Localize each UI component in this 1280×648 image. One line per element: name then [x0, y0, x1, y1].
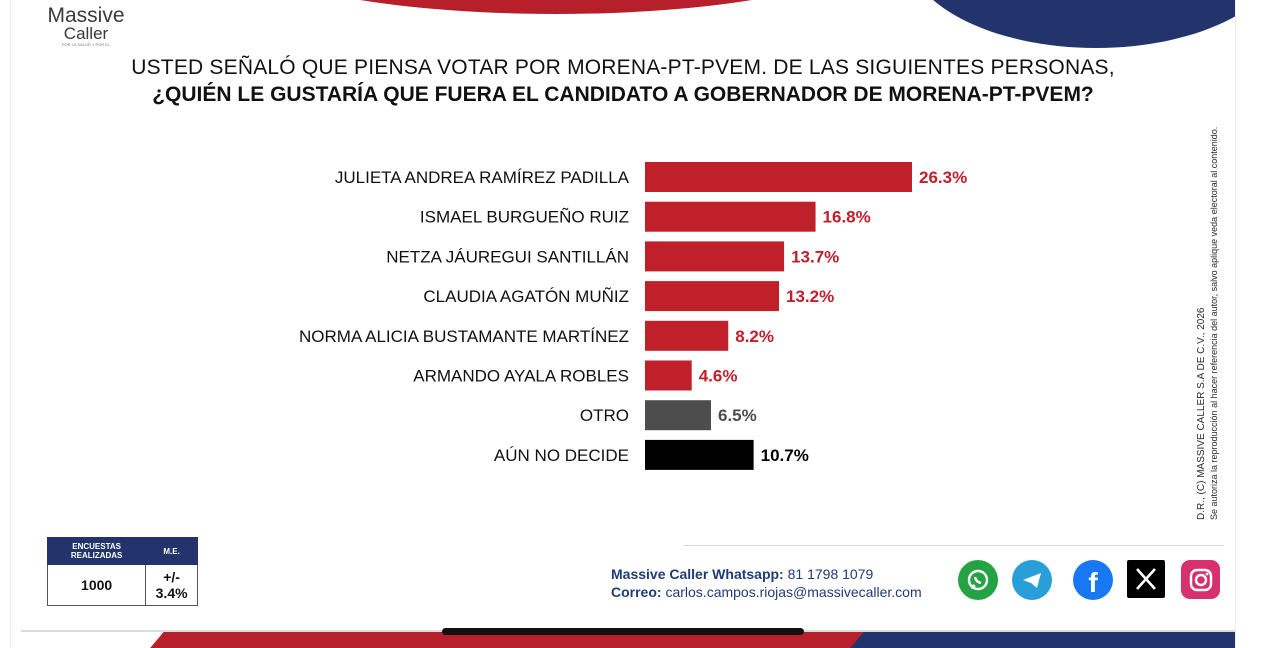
- facebook-icon[interactable]: f: [1073, 560, 1113, 600]
- copyright-note: D.R., (C) MASSIVE CALLER S.A DE C.V., 20…: [1196, 60, 1220, 520]
- bar: [645, 360, 692, 391]
- category-label: CLAUDIA AGATÓN MUÑIZ: [423, 287, 629, 306]
- whatsapp-line: Massive Caller Whatsapp: 81 1798 1079: [611, 565, 922, 583]
- email-label: Correo:: [611, 584, 662, 600]
- stats-header-surveys: ENCUESTAS REALIZADAS: [46, 537, 147, 565]
- category-label: NORMA ALICIA BUSTAMANTE MARTÍNEZ: [299, 327, 629, 346]
- stats-surveys-value: 1000: [46, 564, 147, 606]
- category-label: NETZA JÁUREGUI SANTILLÁN: [386, 247, 629, 266]
- email-line: Correo: carlos.campos.riojas@massivecall…: [611, 583, 922, 601]
- bar: [645, 400, 711, 431]
- whatsapp-icon[interactable]: [958, 560, 998, 600]
- bar: [645, 281, 780, 312]
- telegram-icon[interactable]: [1012, 560, 1052, 600]
- scroll-indicator[interactable]: [442, 628, 804, 635]
- whatsapp-number[interactable]: 81 1798 1079: [787, 566, 874, 582]
- chart-title-line1: USTED SEÑALÓ QUE PIENSA VOTAR POR MORENA…: [131, 56, 1115, 79]
- copyright-line1: D.R., (C) MASSIVE CALLER S.A DE C.V., 20…: [1196, 307, 1207, 521]
- bar: [645, 162, 912, 192]
- logo-line1: Massive: [47, 4, 125, 27]
- page-frame: [10, 0, 1236, 648]
- contact-info: Massive Caller Whatsapp: 81 1798 1079 Co…: [611, 565, 922, 601]
- bar: [645, 201, 816, 232]
- instagram-icon[interactable]: [1181, 560, 1220, 599]
- category-label: JULIETA ANDREA RAMÍREZ PADILLA: [335, 168, 630, 187]
- massive-caller-logo: Massive Caller POR LA SALUD Y POR EL: [38, 0, 134, 47]
- copyright-line2: Se autoriza la reproducción al hacer ref…: [1209, 126, 1219, 520]
- value-label: 4.6%: [699, 367, 738, 386]
- chart-title-line2: ¿QUIÉN LE GUSTARÍA QUE FUERA EL CANDIDAT…: [152, 83, 1094, 106]
- value-label: 13.7%: [791, 247, 839, 266]
- stats-header-margin: M.E.: [145, 537, 198, 565]
- x-icon[interactable]: [1127, 560, 1165, 598]
- category-label: ARMANDO AYALA ROBLES: [413, 367, 629, 386]
- category-label: OTRO: [580, 406, 629, 425]
- value-label: 6.5%: [718, 406, 757, 425]
- value-label: 13.2%: [786, 287, 834, 306]
- value-label: 16.8%: [823, 208, 871, 227]
- survey-stats-table: ENCUESTAS REALIZADAS M.E. 1000 +/- 3.4%: [46, 537, 198, 606]
- bar: [645, 439, 754, 470]
- value-label: 8.2%: [735, 327, 774, 346]
- value-label: 26.3%: [919, 168, 967, 187]
- category-label: ISMAEL BURGUEÑO RUIZ: [420, 208, 629, 227]
- bar: [645, 320, 729, 351]
- category-label: AÚN NO DECIDE: [494, 446, 629, 465]
- whatsapp-label: Massive Caller Whatsapp:: [611, 566, 784, 582]
- contact-divider: [684, 545, 1224, 546]
- value-label: 10.7%: [761, 446, 809, 465]
- stats-margin-value: +/- 3.4%: [145, 564, 198, 606]
- logo-line2: Caller: [63, 24, 109, 43]
- logo-tagline: POR LA SALUD Y POR EL: [61, 42, 111, 47]
- email-address[interactable]: carlos.campos.riojas@massivecaller.com: [665, 584, 922, 600]
- bar: [645, 241, 785, 272]
